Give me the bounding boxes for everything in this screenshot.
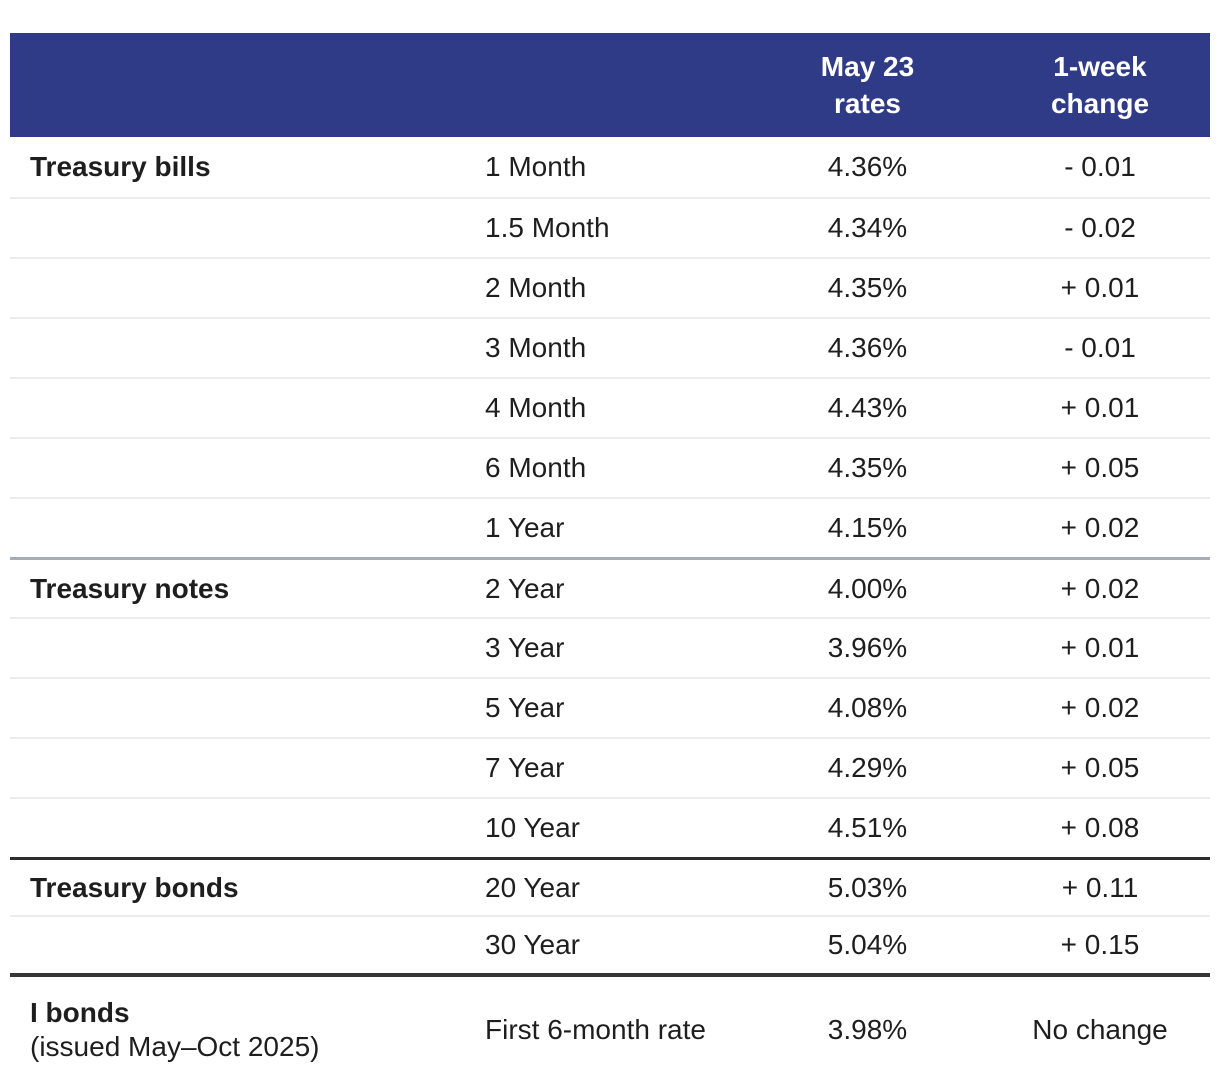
term-cell: 3 Month [485, 332, 587, 363]
term-cell: 2 Month [485, 272, 587, 303]
table-row: Treasury bonds 20 Year 5.03% + 0.11 [10, 857, 1210, 915]
term-cell: 3 Year [485, 632, 565, 663]
table-row: 30 Year 5.04% + 0.15 [10, 915, 1210, 973]
change-cell: + 0.01 [1060, 392, 1140, 423]
change-cell: + 0.02 [1060, 512, 1140, 543]
change-cell: - 0.01 [1064, 151, 1136, 182]
rate-cell: 4.35% [827, 452, 908, 483]
rate-cell: 4.35% [827, 272, 908, 303]
table-row: 7 Year 4.29% + 0.05 [10, 737, 1210, 797]
rate-cell: 4.51% [827, 812, 908, 843]
column-header-rates-line1: May 23 [820, 51, 915, 82]
term-cell: 4 Month [485, 392, 587, 423]
rate-cell: 4.08% [827, 692, 908, 723]
rate-cell: 4.00% [827, 572, 908, 604]
change-cell: + 0.11 [1061, 871, 1139, 903]
term-cell: 1 Year [485, 512, 565, 543]
table-row: 1 Year 4.15% + 0.02 [10, 497, 1210, 557]
rate-cell: 4.43% [827, 392, 908, 423]
column-header-change: 1-week change [990, 48, 1210, 122]
rate-cell: 4.15% [827, 512, 908, 543]
change-cell: + 0.08 [1060, 812, 1140, 843]
table-row: 1.5 Month 4.34% - 0.02 [10, 197, 1210, 257]
change-cell: + 0.02 [1060, 692, 1140, 723]
change-cell: + 0.02 [1060, 572, 1140, 604]
section-label: I bonds [30, 997, 130, 1028]
change-cell: - 0.02 [1064, 212, 1136, 243]
table-row: Treasury notes 2 Year 4.00% + 0.02 [10, 557, 1210, 617]
term-cell: 1 Month [485, 151, 587, 182]
column-header-change-line2: change [1050, 88, 1150, 119]
table-row: 4 Month 4.43% + 0.01 [10, 377, 1210, 437]
table-row: 6 Month 4.35% + 0.05 [10, 437, 1210, 497]
change-cell: + 0.01 [1060, 632, 1140, 663]
rate-cell: 5.04% [827, 929, 908, 960]
rate-cell: 3.96% [827, 632, 908, 663]
table-row: Treasury bills 1 Month 4.36% - 0.01 [10, 137, 1210, 197]
change-cell: + 0.01 [1060, 272, 1140, 303]
section-label-cell: Treasury notes [30, 572, 230, 604]
rate-cell: 4.36% [827, 332, 908, 363]
table-row: 3 Year 3.96% + 0.01 [10, 617, 1210, 677]
term-cell: 7 Year [485, 752, 565, 783]
term-cell: 1.5 Month [485, 212, 610, 243]
rate-cell: 4.29% [827, 752, 908, 783]
term-cell: 30 Year [485, 929, 580, 960]
section-label-cell: Treasury bonds [30, 871, 239, 903]
term-cell: 6 Month [485, 452, 587, 483]
change-cell: No change [1032, 1014, 1168, 1045]
change-cell: - 0.01 [1064, 332, 1136, 363]
column-header-rates-line2: rates [834, 88, 901, 119]
rate-cell: 3.98% [827, 1014, 908, 1045]
rate-cell: 4.36% [827, 151, 908, 182]
column-header-rates: May 23 rates [745, 48, 990, 122]
table-row: 2 Month 4.35% + 0.01 [10, 257, 1210, 317]
section-sublabel: (issued May–Oct 2025) [30, 1031, 320, 1062]
term-cell: 10 Year [485, 812, 580, 843]
column-header-change-line1: 1-week [1053, 51, 1147, 82]
table-row: 10 Year 4.51% + 0.08 [10, 797, 1210, 857]
term-cell: First 6-month rate [485, 1014, 706, 1045]
rate-cell: 4.34% [827, 212, 908, 243]
table-row: 5 Year 4.08% + 0.02 [10, 677, 1210, 737]
rate-cell: 5.03% [827, 871, 908, 903]
term-cell: 5 Year [485, 692, 565, 723]
section-label-cell: Treasury bills [30, 151, 211, 182]
table-row: I bonds (issued May–Oct 2025) First 6-mo… [10, 973, 1210, 1083]
table-row: 3 Month 4.36% - 0.01 [10, 317, 1210, 377]
term-cell: 20 Year [485, 871, 580, 903]
section-label-cell: I bonds (issued May–Oct 2025) [10, 996, 465, 1064]
term-cell: 2 Year [485, 572, 565, 604]
table-header: May 23 rates 1-week change [10, 33, 1210, 137]
change-cell: + 0.05 [1060, 452, 1140, 483]
change-cell: + 0.15 [1060, 929, 1140, 960]
change-cell: + 0.05 [1060, 752, 1140, 783]
